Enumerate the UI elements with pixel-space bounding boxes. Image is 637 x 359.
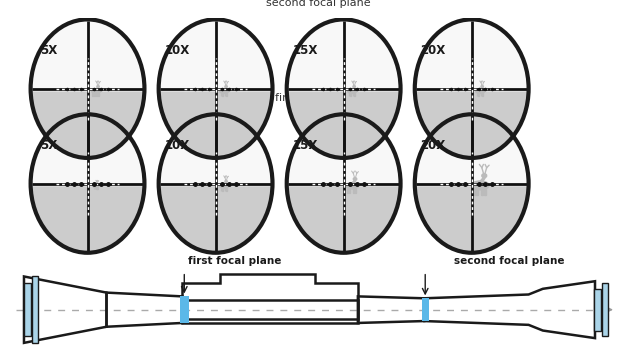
Polygon shape: [224, 87, 227, 90]
Ellipse shape: [91, 90, 92, 92]
Text: 10X: 10X: [164, 44, 189, 57]
Ellipse shape: [159, 114, 273, 253]
Text: second focal plane: second focal plane: [266, 0, 370, 8]
Polygon shape: [350, 93, 351, 96]
Polygon shape: [353, 189, 354, 193]
Ellipse shape: [475, 90, 476, 92]
Ellipse shape: [31, 114, 145, 253]
Polygon shape: [352, 87, 355, 90]
Ellipse shape: [470, 183, 473, 186]
Polygon shape: [220, 188, 221, 191]
Ellipse shape: [287, 19, 401, 158]
Polygon shape: [351, 180, 355, 185]
Text: 15X: 15X: [292, 44, 318, 57]
Ellipse shape: [415, 114, 529, 253]
Text: 20X: 20X: [420, 44, 446, 57]
Polygon shape: [484, 190, 486, 195]
Ellipse shape: [97, 85, 99, 88]
Polygon shape: [355, 189, 356, 193]
Ellipse shape: [159, 19, 273, 158]
Text: 15X: 15X: [292, 139, 318, 152]
Ellipse shape: [219, 185, 220, 186]
Polygon shape: [354, 93, 355, 96]
Polygon shape: [224, 93, 225, 96]
Polygon shape: [159, 187, 273, 253]
Polygon shape: [352, 93, 354, 96]
Ellipse shape: [482, 174, 487, 178]
Ellipse shape: [97, 183, 98, 184]
Polygon shape: [96, 184, 97, 186]
Polygon shape: [222, 188, 223, 191]
Ellipse shape: [94, 185, 99, 188]
Polygon shape: [478, 177, 485, 184]
Ellipse shape: [471, 181, 489, 190]
Polygon shape: [347, 189, 348, 193]
Ellipse shape: [415, 19, 529, 158]
FancyBboxPatch shape: [180, 297, 189, 323]
FancyBboxPatch shape: [422, 298, 429, 321]
Polygon shape: [478, 93, 479, 96]
FancyBboxPatch shape: [32, 276, 38, 343]
Ellipse shape: [348, 89, 357, 93]
FancyBboxPatch shape: [594, 289, 601, 331]
Ellipse shape: [31, 19, 145, 158]
Ellipse shape: [354, 178, 357, 181]
Ellipse shape: [92, 89, 101, 93]
Text: second focal plane: second focal plane: [454, 256, 565, 266]
Text: first focal plane: first focal plane: [188, 256, 282, 266]
Polygon shape: [94, 93, 95, 96]
Polygon shape: [348, 93, 349, 96]
Text: 5X: 5X: [40, 44, 57, 57]
Ellipse shape: [220, 184, 229, 188]
Polygon shape: [480, 87, 483, 90]
Polygon shape: [220, 93, 221, 96]
Polygon shape: [482, 93, 483, 96]
Text: 10X: 10X: [164, 139, 189, 152]
FancyBboxPatch shape: [24, 283, 31, 336]
Ellipse shape: [346, 183, 359, 189]
Polygon shape: [481, 190, 483, 195]
Polygon shape: [287, 92, 401, 158]
Polygon shape: [92, 93, 93, 96]
Polygon shape: [349, 189, 350, 193]
FancyBboxPatch shape: [601, 283, 608, 336]
Ellipse shape: [345, 185, 347, 186]
Ellipse shape: [225, 85, 227, 88]
Text: first focal plane: first focal plane: [275, 93, 361, 103]
Ellipse shape: [481, 85, 483, 88]
Polygon shape: [96, 93, 97, 96]
Polygon shape: [473, 190, 475, 195]
Text: 5X: 5X: [40, 139, 57, 152]
Polygon shape: [224, 188, 225, 191]
Polygon shape: [415, 92, 529, 158]
Polygon shape: [287, 187, 401, 253]
Ellipse shape: [219, 90, 220, 92]
Ellipse shape: [93, 186, 94, 187]
Polygon shape: [31, 92, 145, 158]
Polygon shape: [96, 87, 99, 90]
Ellipse shape: [347, 90, 348, 92]
Ellipse shape: [225, 181, 227, 182]
Ellipse shape: [353, 85, 355, 88]
Ellipse shape: [476, 89, 485, 93]
Polygon shape: [224, 182, 227, 185]
Polygon shape: [159, 92, 273, 158]
Polygon shape: [226, 93, 227, 96]
Polygon shape: [415, 187, 529, 253]
Polygon shape: [476, 93, 478, 96]
Polygon shape: [98, 93, 99, 96]
Polygon shape: [226, 188, 227, 191]
Polygon shape: [476, 190, 478, 195]
Polygon shape: [222, 93, 223, 96]
Text: 20X: 20X: [420, 139, 446, 152]
Ellipse shape: [220, 89, 229, 93]
Ellipse shape: [287, 114, 401, 253]
Polygon shape: [481, 93, 482, 96]
Polygon shape: [31, 187, 145, 253]
